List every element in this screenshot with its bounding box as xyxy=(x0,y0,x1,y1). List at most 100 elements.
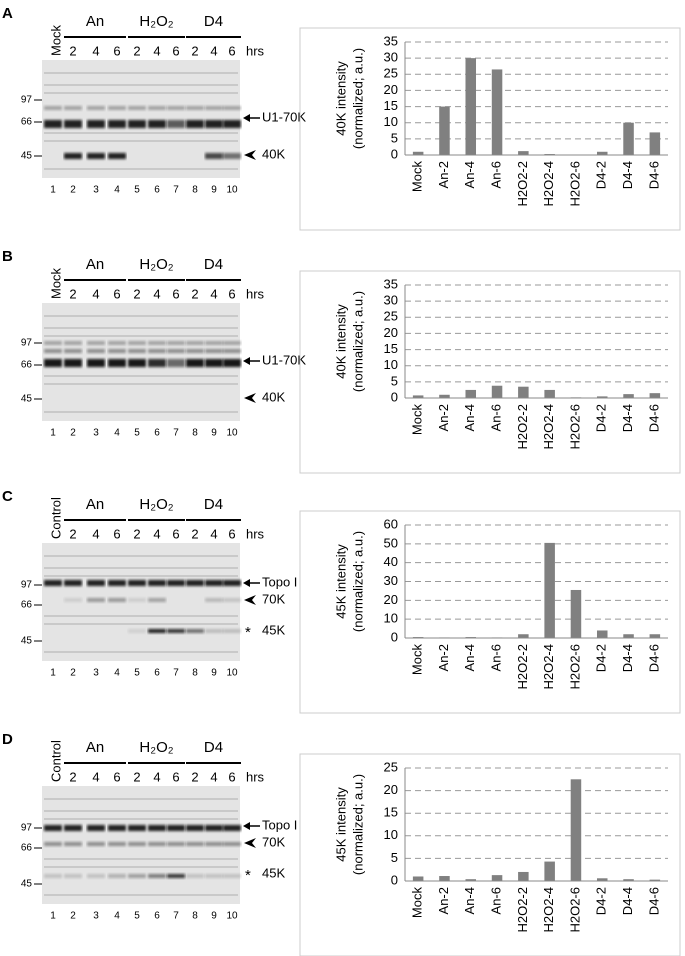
blot-faint-band xyxy=(44,575,238,577)
blot-band xyxy=(186,341,204,345)
blot-band xyxy=(148,874,166,878)
bar xyxy=(623,879,634,881)
lane-number: 9 xyxy=(211,911,217,922)
y-axis-label: 40K intensity xyxy=(333,61,348,136)
blot-band xyxy=(223,825,241,831)
time-label: 6 xyxy=(113,286,120,301)
y-tick-label: 0 xyxy=(391,146,398,161)
blot-band xyxy=(148,359,166,367)
blot-band xyxy=(167,341,185,345)
group-label: D4 xyxy=(204,496,223,513)
blot-band xyxy=(108,580,126,586)
y-tick-label: 20 xyxy=(384,592,398,607)
bar xyxy=(649,879,661,881)
blot-faint-band xyxy=(44,375,238,377)
bar xyxy=(465,879,477,881)
group-label: D4 xyxy=(204,739,223,756)
band-label: 40K xyxy=(262,146,285,161)
blot-band xyxy=(167,120,185,128)
y-tick-label: 30 xyxy=(384,50,398,65)
x-tick-label: H2O2-4 xyxy=(541,404,556,450)
blot-band xyxy=(108,598,126,602)
x-tick-label: H2O2-2 xyxy=(515,887,530,933)
x-tick-label: An-4 xyxy=(462,161,477,188)
lane-number: 6 xyxy=(154,428,160,439)
blot-faint-band xyxy=(44,623,238,625)
bar xyxy=(465,58,477,156)
x-tick-label: D4-6 xyxy=(646,644,661,672)
blot-band xyxy=(205,359,223,367)
blot-faint-band xyxy=(44,92,238,94)
y-tick-label: 20 xyxy=(384,782,398,797)
lane-number: 8 xyxy=(192,428,198,439)
blot-band xyxy=(108,874,126,878)
time-label: 2 xyxy=(133,769,140,784)
blot-band xyxy=(44,874,62,878)
group-label: An xyxy=(86,739,104,756)
y-axis-label: (normalized; a.u.) xyxy=(350,48,365,149)
blot-band xyxy=(87,106,105,110)
blot-band xyxy=(223,106,241,110)
blot-band xyxy=(64,349,82,353)
y-tick-label: 30 xyxy=(384,293,398,308)
lane-number: 7 xyxy=(173,185,179,196)
time-label: 2 xyxy=(191,526,198,541)
x-tick-label: H2O2-4 xyxy=(541,887,556,933)
y-tick-label: 25 xyxy=(384,309,398,324)
blot-band xyxy=(128,120,146,128)
band-arrowhead xyxy=(243,579,250,587)
bar xyxy=(623,122,634,155)
lane-number: 4 xyxy=(114,668,120,679)
blot-band xyxy=(128,580,146,586)
bar xyxy=(544,389,555,398)
blot-band xyxy=(223,598,241,602)
mw-marker: 66 xyxy=(21,600,33,611)
blot-band xyxy=(128,629,146,633)
group-label: An xyxy=(86,256,104,273)
blot-band xyxy=(108,341,126,345)
lane-number: 3 xyxy=(93,668,99,679)
time-label: 4 xyxy=(210,526,217,541)
x-tick-label: An-2 xyxy=(436,404,451,431)
lane-number: 3 xyxy=(93,911,99,922)
x-tick-label: H2O2-2 xyxy=(515,404,530,450)
blot-band xyxy=(64,153,82,159)
y-axis-label: (normalized; a.u.) xyxy=(350,291,365,392)
blot-band xyxy=(186,349,204,353)
group-label: H₂O₂ xyxy=(139,256,173,273)
x-tick-label: An-4 xyxy=(462,887,477,914)
band-arrowhead xyxy=(244,150,256,160)
blot-band xyxy=(148,825,166,831)
time-label: 4 xyxy=(92,43,99,58)
blot-faint-band xyxy=(44,383,238,385)
time-label: 4 xyxy=(153,769,160,784)
panel-letter: C xyxy=(2,488,13,505)
blot-band xyxy=(128,825,146,831)
lane-number: 7 xyxy=(173,428,179,439)
y-axis-label: 45K intensity xyxy=(333,544,348,619)
blot-band xyxy=(148,106,166,110)
bar xyxy=(570,589,582,638)
time-label: 2 xyxy=(69,769,76,784)
blot-band xyxy=(205,349,223,353)
blot-faint-band xyxy=(44,411,238,413)
panel-letter: D xyxy=(2,731,13,748)
band-label: 45K xyxy=(262,865,285,880)
bar xyxy=(491,69,503,155)
blot-band xyxy=(128,359,146,367)
blot-band xyxy=(167,580,185,586)
blot-faint-band xyxy=(44,866,238,868)
blot-faint-band xyxy=(44,555,238,557)
mw-marker: 66 xyxy=(21,117,33,128)
mw-marker: 45 xyxy=(21,879,33,890)
band-arrowhead xyxy=(244,393,256,403)
band-label: Topo I xyxy=(262,574,297,589)
blot-faint-band xyxy=(44,315,238,317)
blot-band xyxy=(167,842,185,846)
time-label: 6 xyxy=(228,526,235,541)
blot-band xyxy=(223,120,241,128)
y-tick-label: 35 xyxy=(384,33,398,48)
y-tick-label: 0 xyxy=(391,872,398,887)
blot-band xyxy=(87,349,105,353)
blot-band xyxy=(167,106,185,110)
